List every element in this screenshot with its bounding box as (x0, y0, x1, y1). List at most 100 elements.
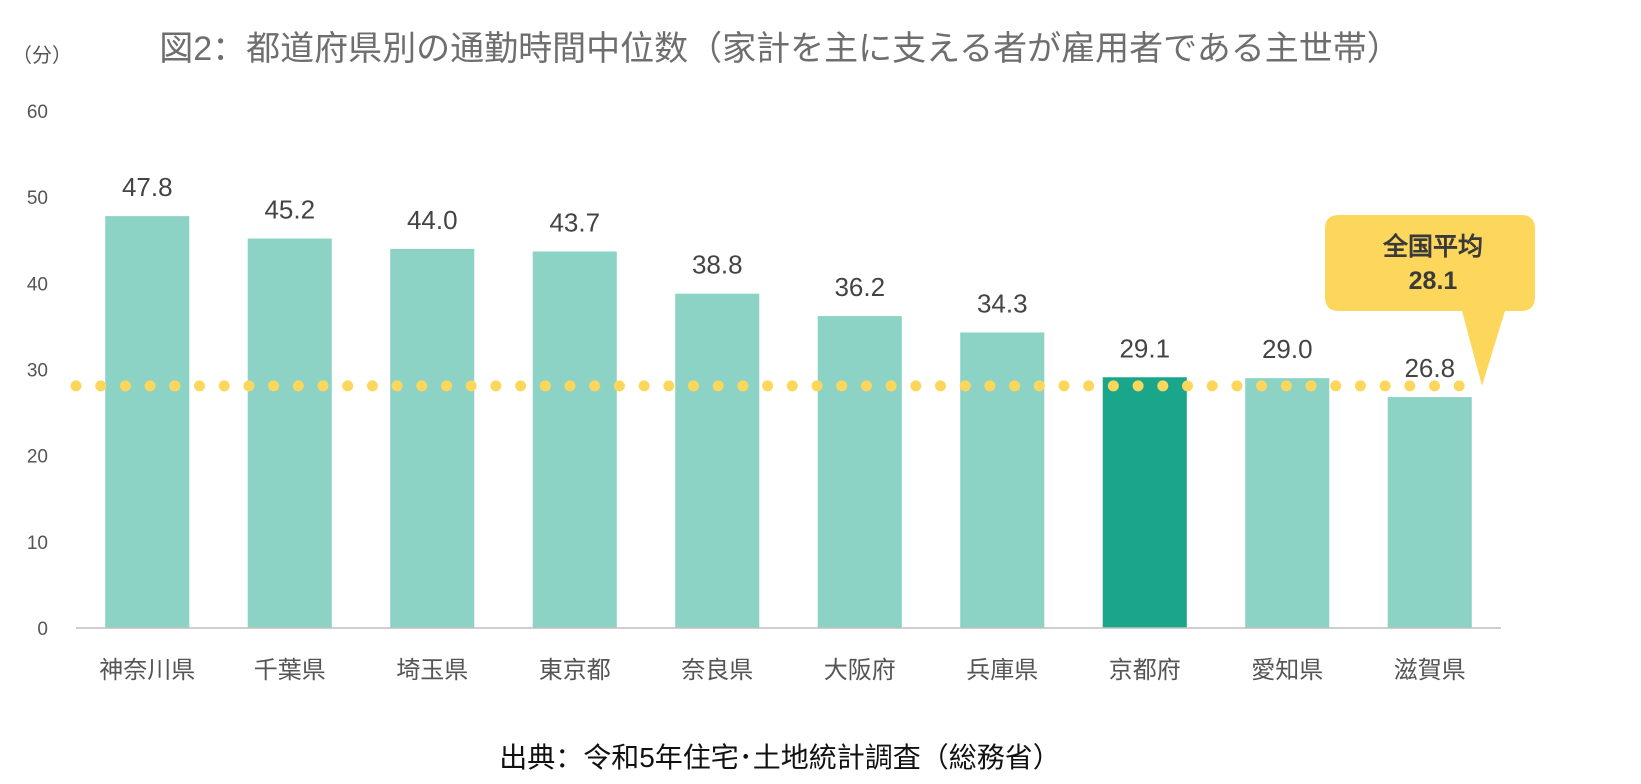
reference-line-dot (1231, 380, 1243, 392)
average-callout-value: 28.1 (1409, 267, 1458, 295)
reference-line-dot (1107, 380, 1119, 392)
reference-line-dot (959, 380, 971, 392)
reference-line-dot (1182, 380, 1193, 392)
reference-line-dot (589, 380, 601, 392)
reference-line-dot (243, 380, 255, 392)
average-callout-label: 全国平均 (1382, 232, 1483, 261)
reference-line-dot (762, 380, 774, 392)
reference-line-dot (317, 380, 329, 392)
reference-line-dot (144, 380, 156, 392)
reference-line-dot (1330, 380, 1342, 392)
reference-line-dot (910, 380, 922, 392)
reference-line-dot (292, 380, 304, 392)
reference-line-dot (1354, 380, 1366, 392)
reference-line-dot (1256, 380, 1268, 392)
x-tick-label: 埼玉県 (396, 657, 468, 684)
bar (1387, 397, 1472, 628)
reference-line-dot (1033, 380, 1045, 392)
reference-line-dot (1379, 380, 1391, 392)
reference-line-dot (490, 380, 502, 392)
reference-line-dot (712, 380, 724, 392)
bar-value-label: 43.7 (549, 207, 600, 237)
bar (247, 238, 332, 628)
y-tick-label: 30 (27, 361, 48, 382)
reference-line-dot (416, 380, 428, 392)
x-tick-label: 兵庫県 (966, 657, 1038, 684)
reference-line-dot (613, 380, 625, 392)
y-tick-label: 0 (37, 619, 48, 640)
reference-line-dot (811, 380, 823, 392)
x-tick-label: 千葉県 (254, 657, 326, 684)
bar-value-label: 47.8 (122, 172, 173, 202)
reference-line-dot (441, 380, 452, 392)
reference-line-dot (465, 380, 477, 392)
x-tick-label: 奈良県 (681, 657, 753, 684)
reference-line-dot (786, 380, 798, 392)
y-axis-unit-label: （分） (12, 44, 72, 67)
reference-line-dot (194, 380, 205, 392)
bar (532, 251, 617, 628)
bar (817, 316, 902, 628)
x-tick-label: 愛知県 (1251, 657, 1323, 684)
y-tick-label: 50 (27, 188, 48, 209)
reference-line-dot (119, 380, 131, 392)
x-tick-label: 滋賀県 (1394, 657, 1466, 684)
x-tick-label: 神奈川県 (99, 657, 195, 684)
reference-line-dot (737, 380, 749, 392)
reference-line-dot (1157, 380, 1169, 392)
x-tick-label: 大阪府 (824, 657, 896, 684)
bar-value-label: 29.0 (1262, 334, 1313, 364)
reference-line-dot (1429, 380, 1440, 392)
reference-line-dot (638, 380, 650, 392)
bar (390, 248, 475, 628)
bar (960, 332, 1045, 628)
y-tick-label: 40 (27, 274, 48, 295)
y-tick-label: 20 (27, 447, 48, 468)
reference-line-dot (1206, 380, 1218, 392)
bar-value-label: 36.2 (834, 272, 885, 302)
reference-line-dot (1404, 380, 1416, 392)
reference-line-dot (935, 380, 946, 392)
reference-line-dot (366, 380, 378, 392)
reference-line-dot (1058, 380, 1070, 392)
reference-line-dot (1305, 380, 1317, 392)
bar-value-label: 34.3 (977, 288, 1028, 318)
reference-line-dot (1280, 380, 1292, 392)
reference-line-dot (885, 380, 897, 392)
reference-line-dot (268, 380, 280, 392)
bar-highlight (1102, 377, 1187, 628)
bar-value-label: 38.8 (692, 250, 743, 280)
average-callout (1325, 215, 1535, 386)
reference-line-dot (515, 380, 527, 392)
reference-line-dot (70, 380, 82, 392)
bar-value-label: 29.1 (1119, 333, 1170, 363)
reference-line-dot (1009, 380, 1021, 392)
reference-line-dot (984, 380, 996, 392)
y-tick-label: 60 (27, 102, 48, 123)
bar (1245, 378, 1330, 628)
bar (675, 293, 760, 628)
bar-value-label: 44.0 (407, 205, 458, 235)
x-tick-label: 東京都 (539, 657, 611, 684)
reference-line-dot (663, 380, 675, 392)
bar (105, 216, 190, 628)
reference-line-dot (1453, 380, 1465, 392)
reference-line-dot (539, 380, 551, 392)
y-tick-label: 10 (27, 533, 48, 554)
reference-line-dot (688, 380, 699, 392)
reference-line-dot (564, 380, 576, 392)
chart-title: 図2：都道府県別の通勤時間中位数（家計を主に支える者が雇用者である主世帯） (159, 30, 1401, 68)
reference-line-dot (95, 380, 107, 392)
bar-value-label: 26.8 (1404, 353, 1455, 383)
reference-line-dot (836, 380, 848, 392)
reference-line-dot (391, 380, 403, 392)
reference-line-dot (169, 380, 181, 392)
source-note: 出典：令和5年住宅･土地統計調査（総務省） (499, 742, 1061, 773)
reference-line-dot (860, 380, 872, 392)
reference-line-dot (218, 380, 230, 392)
x-tick-label: 京都府 (1109, 657, 1181, 684)
bar-value-label: 45.2 (264, 195, 315, 225)
reference-line-dot (342, 380, 354, 392)
